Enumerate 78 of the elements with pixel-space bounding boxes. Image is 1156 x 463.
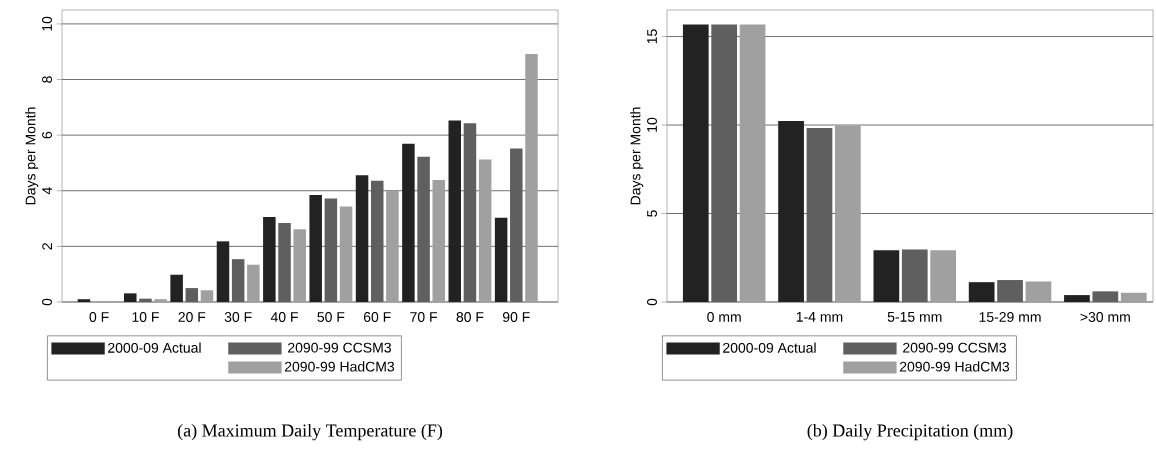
bar <box>1064 295 1090 302</box>
y-tick-label: 15 <box>647 29 657 44</box>
y-tick-label: 0 <box>647 298 657 306</box>
bar <box>778 120 804 302</box>
bar <box>835 125 861 302</box>
text: (b) Daily Precipitation (mm) <box>807 423 1013 441</box>
x-tick-label: 0 mm <box>707 312 741 322</box>
bar <box>432 179 446 302</box>
x-tick-label: 5-15 mm <box>887 312 942 322</box>
bar <box>494 217 508 302</box>
x-tick-label: 80 F <box>456 312 484 322</box>
bar <box>806 128 833 302</box>
bar <box>124 293 137 302</box>
bar <box>417 156 430 302</box>
bar <box>77 299 91 302</box>
bar <box>901 249 928 302</box>
bar <box>968 282 995 302</box>
bar <box>682 24 709 302</box>
y-tick-label: 10 <box>42 16 52 31</box>
bar <box>386 190 399 302</box>
bar <box>185 288 199 302</box>
bar <box>402 143 415 302</box>
bar <box>478 159 492 302</box>
bar <box>510 148 523 302</box>
x-tick-label: 10 F <box>132 312 159 322</box>
x-tick-label: 90 F <box>502 312 530 322</box>
bar <box>1120 292 1147 302</box>
legend-label: 2000-09 Actual <box>723 342 816 353</box>
bar <box>711 24 738 302</box>
x-tick-label: 0 F <box>89 312 109 322</box>
x-tick-label: 40 F <box>270 312 298 322</box>
y-axis-title: Days per Month <box>25 107 39 205</box>
x-tick-label: 50 F <box>317 312 345 322</box>
bar <box>139 298 152 302</box>
x-tick-label: 20 F <box>178 312 206 322</box>
y-axis-title: Days per Month <box>630 107 644 205</box>
legend-label: 2090-99 CCSM3 <box>903 342 1006 353</box>
bar <box>278 223 291 302</box>
legend-label: 2090-99 HadCM3 <box>284 361 395 372</box>
bar <box>463 123 477 302</box>
bar <box>324 198 338 302</box>
y-tick-label: 10 <box>647 117 657 132</box>
legend-label: 2090-99 CCSM3 <box>288 342 391 353</box>
bar <box>263 216 276 302</box>
bar <box>216 241 230 302</box>
bar <box>525 53 538 302</box>
text: (a) Maximum Daily Temperature (F) <box>177 423 443 441</box>
y-tick-label: 0 <box>42 298 52 306</box>
legend-label: 2000-09 Actual <box>108 342 201 353</box>
x-tick-label: 1-4 mm <box>796 312 843 322</box>
y-tick-label: 4 <box>42 187 52 195</box>
bar <box>247 264 260 302</box>
x-tick-label: 60 F <box>363 312 391 322</box>
bar <box>997 280 1023 302</box>
bar <box>873 250 900 302</box>
bar <box>309 194 322 302</box>
bar <box>293 229 306 302</box>
bar <box>339 206 353 302</box>
bar <box>231 259 245 302</box>
bar <box>1092 291 1119 302</box>
bar <box>1025 281 1052 302</box>
bar <box>154 299 167 302</box>
bar <box>170 274 183 302</box>
bar <box>355 175 369 302</box>
y-tick-label: 2 <box>42 243 52 250</box>
y-tick-label: 8 <box>42 76 52 83</box>
x-tick-label: 30 F <box>224 312 252 322</box>
x-tick-label: 70 F <box>410 312 438 322</box>
legend-label: 2090-99 HadCM3 <box>899 361 1010 372</box>
x-tick-label: >30 mm <box>1080 312 1130 322</box>
x-tick-label: 15-29 mm <box>979 312 1041 322</box>
bar <box>448 120 462 302</box>
bar <box>739 24 766 302</box>
y-tick-label: 5 <box>647 210 657 217</box>
y-tick-label: 6 <box>42 131 52 139</box>
bar <box>930 250 957 302</box>
bar <box>370 180 384 302</box>
bar <box>200 290 214 302</box>
